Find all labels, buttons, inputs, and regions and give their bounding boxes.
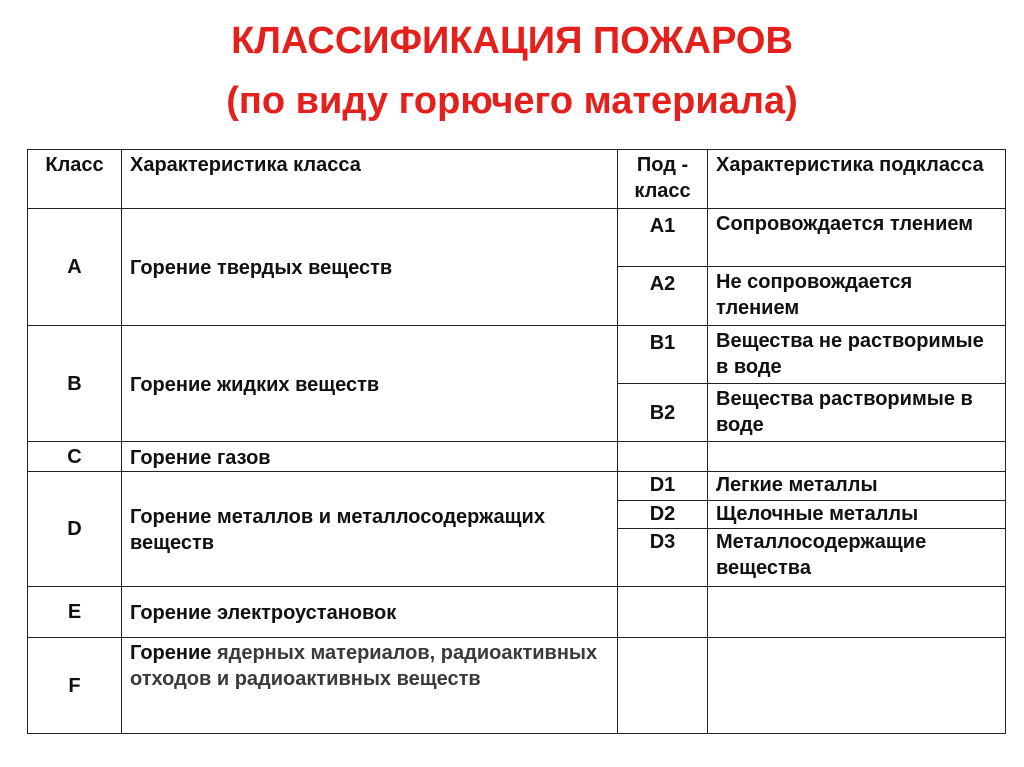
class-code: F <box>27 637 122 734</box>
class-desc: Горение металлов и металлосодержащих вещ… <box>121 471 618 587</box>
subclass-desc: Вещества не растворимые в воде <box>707 325 1006 384</box>
subclass-code: B2 <box>617 383 708 442</box>
table-row: A2 Не сопровождается тлением <box>28 266 1006 326</box>
class-code: C <box>27 441 122 472</box>
page-subtitle: (по виду горючего материала) <box>226 80 798 122</box>
table-header-row: Класс Характеристика класса Под - класс … <box>27 149 1006 209</box>
class-code: A <box>27 208 122 326</box>
table-row: D3 Металлосодержащие вещества <box>28 528 1006 587</box>
subclass-code: B1 <box>617 325 708 384</box>
table-row: D2 Щелочные металлы <box>28 500 1006 529</box>
class-desc: Горение ядерных материалов, радиоактивны… <box>121 637 618 734</box>
table-row: B2 Вещества растворимые в воде <box>28 383 1006 442</box>
subclass-code-empty <box>617 441 708 472</box>
header-subclass-desc: Характеристика подкласса <box>707 149 1006 209</box>
table-row: E Горение электроустановок <box>27 586 1006 638</box>
subclass-desc: Сопровождается тлением <box>707 208 1006 267</box>
subclass-desc-empty <box>707 637 1006 734</box>
subclass-code-empty <box>617 586 708 638</box>
class-code: E <box>27 586 122 638</box>
subclass-desc-empty <box>707 586 1006 638</box>
subclass-code: A1 <box>617 208 708 267</box>
class-code: B <box>27 325 122 442</box>
table-row: A Горение твердых веществ A1 Сопровождае… <box>27 208 1006 326</box>
table-row: C Горение газов <box>27 441 1006 472</box>
subclass-desc: Вещества растворимые в воде <box>707 383 1006 442</box>
subclass-desc: Легкие металлы <box>707 471 1006 501</box>
table-row: D Горение металлов и металлосодержащих в… <box>27 471 1006 587</box>
subclass-code-empty <box>617 637 708 734</box>
subclass-desc-empty <box>707 441 1006 472</box>
subclass-code: D2 <box>617 500 708 529</box>
class-desc: Горение газов <box>121 441 618 472</box>
table-row: B Горение жидких веществ B1 Вещества не … <box>27 325 1006 442</box>
class-desc: Горение жидких веществ <box>121 325 618 442</box>
table-row: F Горение ядерных материалов, радиоактив… <box>27 637 1006 734</box>
class-desc-rest: ядерных материалов, радиоактивных отходо… <box>130 642 598 690</box>
class-desc: Горение твердых веществ <box>121 208 618 326</box>
header-subclass: Под - класс <box>617 149 708 209</box>
class-desc-bold: Горение <box>130 642 212 664</box>
subclass-code: D1 <box>617 471 708 501</box>
header-class: Класс <box>27 149 122 209</box>
class-code: D <box>27 471 122 587</box>
class-desc: Горение электроустановок <box>121 586 618 638</box>
header-class-desc: Характеристика класса <box>121 149 618 209</box>
fire-classification-table: Класс Характеристика класса Под - класс … <box>27 149 1006 734</box>
subclass-code: D3 <box>617 528 708 587</box>
subclass-desc: Щелочные металлы <box>707 500 1006 529</box>
subclass-code: A2 <box>617 266 708 326</box>
page-title: КЛАССИФИКАЦИЯ ПОЖАРОВ <box>231 20 793 62</box>
subclass-desc: Не сопровождается тлением <box>707 266 1006 326</box>
subclass-desc: Металлосодержащие вещества <box>707 528 1006 587</box>
